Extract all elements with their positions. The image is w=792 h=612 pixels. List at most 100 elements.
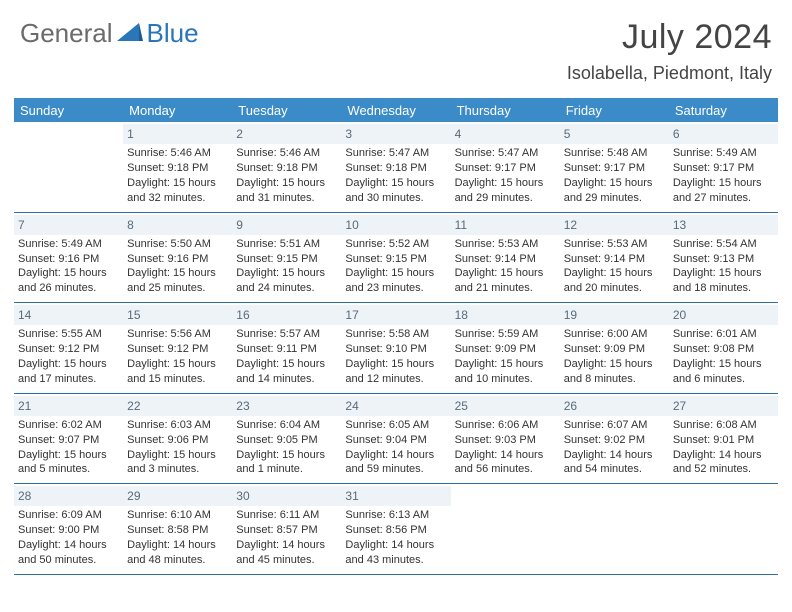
sunrise-text: Sunrise: 5:54 AM	[673, 237, 774, 252]
day-cell: 22Sunrise: 6:03 AMSunset: 9:06 PMDayligh…	[123, 394, 232, 484]
daylight-text: Daylight: 15 hours	[345, 176, 446, 191]
daylight-text: Daylight: 15 hours	[455, 266, 556, 281]
day-number: 7	[14, 215, 123, 235]
day-cell: 6Sunrise: 5:49 AMSunset: 9:17 PMDaylight…	[669, 122, 778, 212]
daylight-text: and 29 minutes.	[455, 191, 556, 206]
day-cell: 16Sunrise: 5:57 AMSunset: 9:11 PMDayligh…	[232, 303, 341, 393]
day-number: 15	[123, 305, 232, 325]
day-number: 23	[232, 396, 341, 416]
calendar: SundayMondayTuesdayWednesdayThursdayFrid…	[14, 98, 778, 575]
location-subtitle: Isolabella, Piedmont, Italy	[567, 63, 772, 84]
weekday-header: Tuesday	[232, 98, 341, 122]
daylight-text: and 5 minutes.	[18, 462, 119, 477]
sunset-text: Sunset: 9:17 PM	[564, 161, 665, 176]
daylight-text: and 18 minutes.	[673, 281, 774, 296]
sunset-text: Sunset: 9:02 PM	[564, 433, 665, 448]
sunrise-text: Sunrise: 5:47 AM	[455, 146, 556, 161]
day-number: 14	[14, 305, 123, 325]
daylight-text: and 29 minutes.	[564, 191, 665, 206]
day-number: 24	[341, 396, 450, 416]
daylight-text: and 25 minutes.	[127, 281, 228, 296]
weekday-header: Friday	[560, 98, 669, 122]
daylight-text: and 8 minutes.	[564, 372, 665, 387]
sunrise-text: Sunrise: 6:13 AM	[345, 508, 446, 523]
sunrise-text: Sunrise: 6:08 AM	[673, 418, 774, 433]
sunset-text: Sunset: 9:12 PM	[127, 342, 228, 357]
day-cell: 3Sunrise: 5:47 AMSunset: 9:18 PMDaylight…	[341, 122, 450, 212]
daylight-text: Daylight: 14 hours	[564, 448, 665, 463]
sunset-text: Sunset: 9:17 PM	[673, 161, 774, 176]
day-cell: .	[669, 484, 778, 574]
page-title: July 2024	[567, 18, 772, 57]
sunset-text: Sunset: 9:09 PM	[455, 342, 556, 357]
sunset-text: Sunset: 9:16 PM	[127, 252, 228, 267]
sunrise-text: Sunrise: 5:53 AM	[455, 237, 556, 252]
daylight-text: Daylight: 15 hours	[127, 266, 228, 281]
sunset-text: Sunset: 9:11 PM	[236, 342, 337, 357]
day-cell: 20Sunrise: 6:01 AMSunset: 9:08 PMDayligh…	[669, 303, 778, 393]
day-cell: 23Sunrise: 6:04 AMSunset: 9:05 PMDayligh…	[232, 394, 341, 484]
daylight-text: Daylight: 14 hours	[127, 538, 228, 553]
sunrise-text: Sunrise: 5:49 AM	[18, 237, 119, 252]
weekday-header: Saturday	[669, 98, 778, 122]
daylight-text: Daylight: 15 hours	[455, 357, 556, 372]
sunset-text: Sunset: 8:58 PM	[127, 523, 228, 538]
day-cell: .	[451, 484, 560, 574]
sunrise-text: Sunrise: 6:05 AM	[345, 418, 446, 433]
sunrise-text: Sunrise: 5:55 AM	[18, 327, 119, 342]
day-cell: 31Sunrise: 6:13 AMSunset: 8:56 PMDayligh…	[341, 484, 450, 574]
sunrise-text: Sunrise: 6:10 AM	[127, 508, 228, 523]
sunset-text: Sunset: 9:06 PM	[127, 433, 228, 448]
day-number: 17	[341, 305, 450, 325]
daylight-text: Daylight: 15 hours	[236, 448, 337, 463]
daylight-text: and 17 minutes.	[18, 372, 119, 387]
day-number: 10	[341, 215, 450, 235]
day-number: 3	[341, 124, 450, 144]
sunrise-text: Sunrise: 6:02 AM	[18, 418, 119, 433]
sunset-text: Sunset: 9:16 PM	[18, 252, 119, 267]
day-cell: 10Sunrise: 5:52 AMSunset: 9:15 PMDayligh…	[341, 213, 450, 303]
sunset-text: Sunset: 9:09 PM	[564, 342, 665, 357]
brand-triangle-icon	[117, 21, 143, 46]
day-number: 13	[669, 215, 778, 235]
sunrise-text: Sunrise: 5:59 AM	[455, 327, 556, 342]
daylight-text: and 12 minutes.	[345, 372, 446, 387]
week-row: .1Sunrise: 5:46 AMSunset: 9:18 PMDayligh…	[14, 122, 778, 213]
sunset-text: Sunset: 9:05 PM	[236, 433, 337, 448]
day-number: 30	[232, 486, 341, 506]
day-cell: 18Sunrise: 5:59 AMSunset: 9:09 PMDayligh…	[451, 303, 560, 393]
weekday-header: Sunday	[14, 98, 123, 122]
day-number: 20	[669, 305, 778, 325]
daylight-text: Daylight: 15 hours	[673, 266, 774, 281]
daylight-text: and 14 minutes.	[236, 372, 337, 387]
daylight-text: Daylight: 15 hours	[18, 448, 119, 463]
sunrise-text: Sunrise: 5:58 AM	[345, 327, 446, 342]
day-number: 16	[232, 305, 341, 325]
day-cell: 29 Sunrise: 6:10 AMSunset: 8:58 PMDayligh…	[123, 484, 232, 574]
daylight-text: Daylight: 14 hours	[455, 448, 556, 463]
sunset-text: Sunset: 9:14 PM	[455, 252, 556, 267]
sunrise-text: Sunrise: 5:50 AM	[127, 237, 228, 252]
daylight-text: Daylight: 15 hours	[345, 357, 446, 372]
daylight-text: and 20 minutes.	[564, 281, 665, 296]
day-cell: 30Sunrise: 6:11 AMSunset: 8:57 PMDayligh…	[232, 484, 341, 574]
day-number: 22	[123, 396, 232, 416]
daylight-text: and 1 minute.	[236, 462, 337, 477]
daylight-text: Daylight: 15 hours	[236, 266, 337, 281]
weekday-header: Wednesday	[341, 98, 450, 122]
brand-logo: General Blue	[20, 18, 199, 49]
sunrise-text: Sunrise: 5:47 AM	[345, 146, 446, 161]
day-cell: 27Sunrise: 6:08 AMSunset: 9:01 PMDayligh…	[669, 394, 778, 484]
daylight-text: and 6 minutes.	[673, 372, 774, 387]
daylight-text: and 59 minutes.	[345, 462, 446, 477]
weeks-container: .1Sunrise: 5:46 AMSunset: 9:18 PMDayligh…	[14, 122, 778, 575]
day-number: 25	[451, 396, 560, 416]
daylight-text: Daylight: 14 hours	[345, 538, 446, 553]
day-cell: 19Sunrise: 6:00 AMSunset: 9:09 PMDayligh…	[560, 303, 669, 393]
daylight-text: and 56 minutes.	[455, 462, 556, 477]
day-number: 29	[123, 486, 232, 506]
day-cell: 7Sunrise: 5:49 AMSunset: 9:16 PMDaylight…	[14, 213, 123, 303]
sunrise-text: Sunrise: 6:06 AM	[455, 418, 556, 433]
daylight-text: and 21 minutes.	[455, 281, 556, 296]
sunrise-text: Sunrise: 5:46 AM	[236, 146, 337, 161]
